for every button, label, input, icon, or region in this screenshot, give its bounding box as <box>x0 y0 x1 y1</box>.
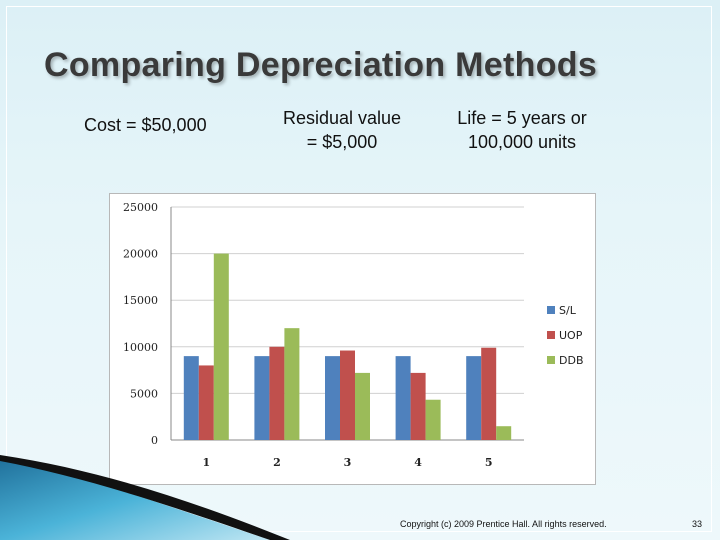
x-tick-label: 1 <box>202 456 210 469</box>
bar-ddb-3 <box>355 372 370 440</box>
y-tick-label: 10000 <box>123 341 158 354</box>
residual-value-text: Residual value = $5,000 <box>272 106 412 154</box>
residual-line-1: Residual value <box>282 108 402 128</box>
copyright-text: Copyright (c) 2009 Prentice Hall. All ri… <box>400 519 607 529</box>
y-tick-label: 0 <box>151 434 158 447</box>
legend-swatch <box>547 331 555 339</box>
bar-ddb-4 <box>425 399 441 440</box>
life-text: Life = 5 years or 100,000 units <box>440 106 604 154</box>
cost-text: Cost = $50,000 <box>84 115 207 135</box>
bar-uop-3 <box>340 350 355 440</box>
legend-swatch <box>547 356 555 364</box>
bar-sl-5 <box>466 356 482 440</box>
legend-label: UOP <box>559 329 583 342</box>
legend-label: DDB <box>559 354 584 367</box>
bar-sl-4 <box>395 356 411 440</box>
bar-sl-1 <box>183 356 199 440</box>
y-tick-label: 15000 <box>123 294 158 307</box>
bar-uop-1 <box>198 365 214 440</box>
x-tick-label: 4 <box>414 456 422 469</box>
y-tick-label: 20000 <box>123 248 158 261</box>
legend-label: S/L <box>559 304 577 317</box>
slide-frame <box>6 6 712 532</box>
bar-ddb-2 <box>284 328 300 440</box>
residual-line-2: = $5,000 <box>306 132 378 152</box>
bar-sl-3 <box>325 356 340 440</box>
x-tick-label: 3 <box>344 456 352 469</box>
x-tick-label: 5 <box>485 456 493 469</box>
legend-swatch <box>547 306 555 314</box>
chart-svg: 0 5000 10000 15000 20000 25000 1 2 3 4 5 S/L UOP DDB <box>123 201 584 469</box>
life-line-2: 100,000 units <box>467 132 577 152</box>
y-tick-label: 25000 <box>123 201 158 214</box>
bar-sl-2 <box>254 356 270 440</box>
slide-title: Comparing Depreciation Methods <box>44 46 598 84</box>
x-tick-label: 2 <box>273 456 281 469</box>
bar-uop-5 <box>481 347 497 440</box>
bar-ddb-5 <box>496 426 512 440</box>
bar-uop-2 <box>269 346 285 440</box>
bar-ddb-1 <box>213 253 229 440</box>
bar-uop-4 <box>410 372 426 440</box>
swoosh-black <box>0 455 290 540</box>
swoosh-blue <box>0 457 270 540</box>
y-tick-label: 5000 <box>130 387 158 400</box>
life-line-1: Life = 5 years or <box>457 108 587 128</box>
depreciation-chart: 0 5000 10000 15000 20000 25000 1 2 3 4 5 S/L UOP DDB <box>109 193 596 485</box>
page-number: 33 <box>692 519 703 529</box>
